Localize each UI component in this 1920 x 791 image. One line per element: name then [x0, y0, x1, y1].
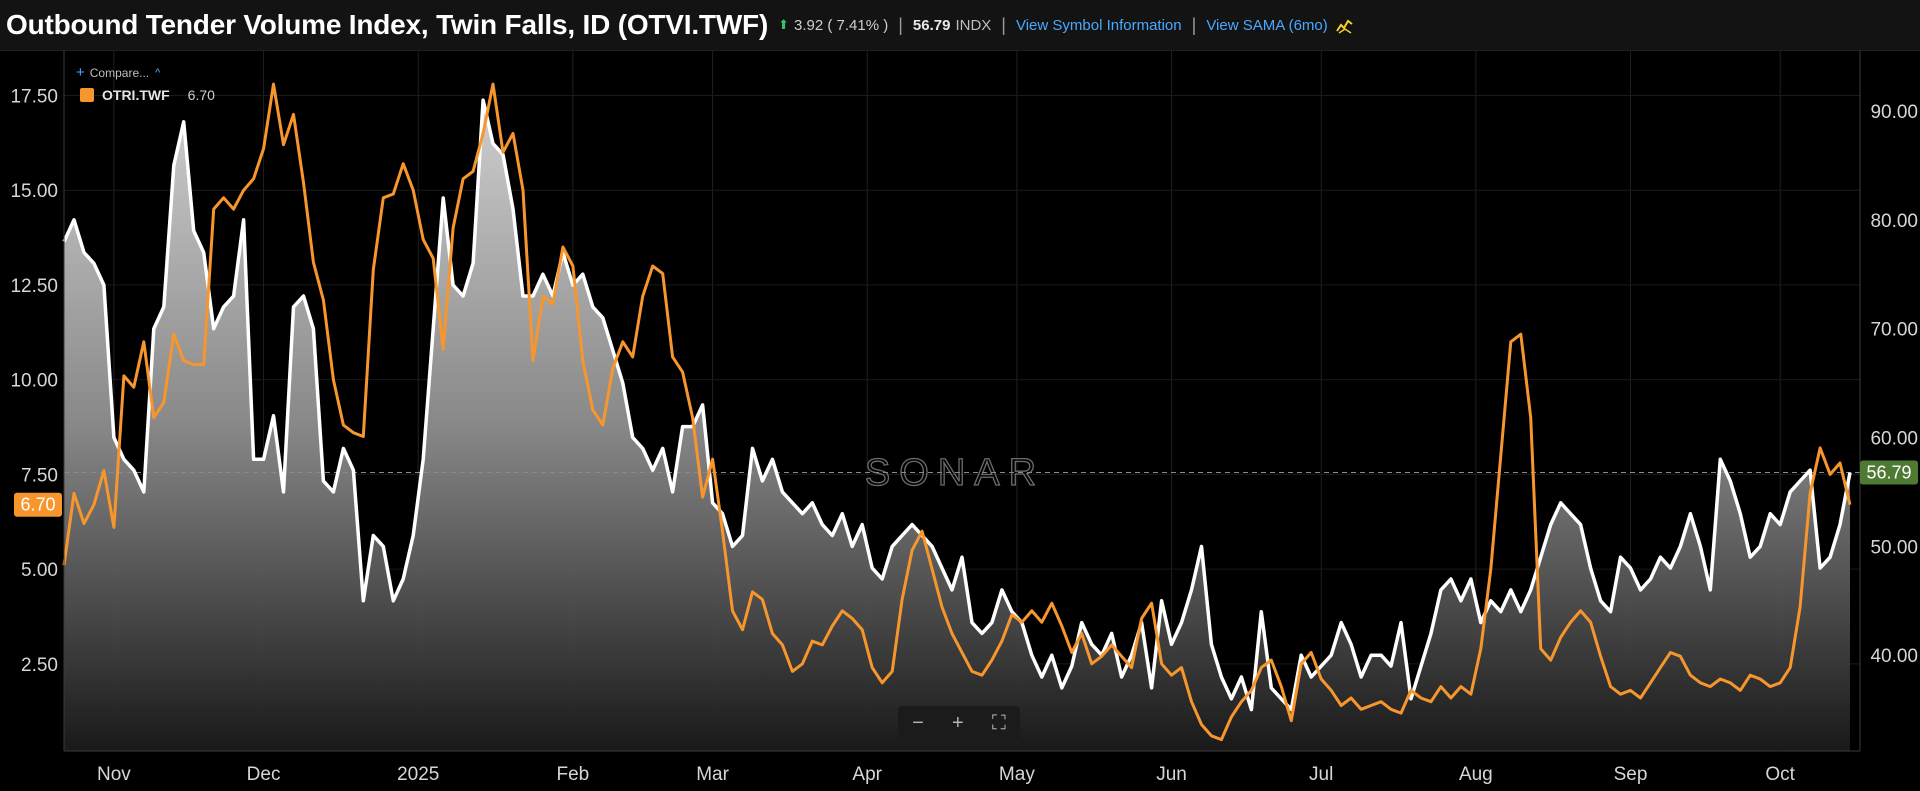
x-tick-label: Nov [97, 764, 131, 785]
fullscreen-button[interactable]: ⛶ [991, 711, 1006, 734]
right-tick-label: 50.00 [1870, 537, 1918, 558]
x-tick-label: Apr [852, 764, 882, 785]
legend[interactable]: OTRI.TWF 6.70 [80, 87, 215, 103]
x-tick-label: Aug [1459, 764, 1493, 785]
sama-chart-icon[interactable] [1335, 16, 1354, 34]
x-tick-label: Dec [247, 764, 281, 785]
divider: | [898, 14, 903, 35]
compare-button[interactable]: + Compare... ^ [76, 64, 160, 81]
right-tick-label: 80.00 [1870, 211, 1918, 232]
value-badge [14, 492, 62, 517]
unit-label: INDX [955, 16, 992, 34]
legend-swatch [80, 88, 94, 102]
otvi-series-line[interactable] [62, 98, 1852, 712]
left-tick-label: 2.50 [21, 655, 58, 676]
x-tick-label: Jun [1156, 764, 1187, 785]
last-value: 56.79 [912, 16, 951, 34]
right-tick-label: 40.00 [1870, 646, 1918, 667]
x-tick-label: Sep [1614, 764, 1648, 785]
view-sama-link[interactable]: View SAMA (6mo) [1206, 16, 1328, 34]
legend-series-value: 6.70 [187, 87, 215, 103]
x-tick-label: 2025 [397, 764, 439, 785]
zoom-out-button[interactable]: − [912, 711, 924, 734]
view-symbol-info-link[interactable]: View Symbol Information [1015, 16, 1182, 34]
divider: | [1191, 14, 1197, 35]
otri-series-line[interactable] [62, 82, 1852, 742]
right-tick-label: 90.00 [1870, 102, 1918, 123]
change-value: 3.92 ( 7.41% ) [794, 16, 889, 34]
up-arrow-icon: ⬆ [778, 17, 789, 32]
right-tick-label: 70.00 [1870, 320, 1918, 341]
compare-label: Compare... [89, 65, 150, 80]
legend-series-name: OTRI.TWF [102, 87, 170, 103]
left-tick-label: 10.00 [10, 371, 58, 392]
chevron-up-icon: ^ [155, 66, 161, 79]
x-tick-label: Oct [1765, 764, 1795, 785]
x-tick-label: Feb [556, 764, 589, 785]
x-tick-label: Mar [696, 764, 729, 785]
left-tick-label: 15.00 [10, 181, 58, 202]
left-tick-label: 5.00 [21, 560, 58, 581]
zoom-in-button[interactable]: + [951, 711, 964, 734]
price-change: ⬆ 3.92 ( 7.41% ) [778, 17, 888, 34]
header-bar: Outbound Tender Volume Index, Twin Falls… [0, 0, 1920, 51]
value-badge [1860, 460, 1918, 485]
value-badge-label: 6.70 [20, 495, 55, 515]
left-tick-label: 17.50 [10, 86, 58, 107]
right-tick-label: 60.00 [1870, 429, 1918, 450]
value-badge-label: 56.79 [1866, 462, 1911, 482]
page-title: Outbound Tender Volume Index, Twin Falls… [6, 9, 769, 40]
value-badges: 56.79 6.70 [14, 460, 1918, 517]
x-tick-label: May [999, 764, 1035, 785]
left-tick-label: 12.50 [10, 276, 58, 297]
chart-area[interactable]: SONAR Nov Dec 2025 Feb Mar Apr May Jun Jul Aug Sep… [0, 50, 1920, 791]
zoom-controls: − + ⛶ [898, 706, 1020, 740]
divider: | [1001, 14, 1006, 35]
x-tick-label: Jul [1309, 764, 1333, 785]
axis-ticks: Nov Dec 2025 Feb Mar Apr May Jun Jul Aug Sep Oct 2.5… [10, 86, 1918, 785]
otvi-area [64, 100, 1850, 752]
left-tick-label: 7.50 [21, 465, 58, 486]
plus-icon: + [76, 64, 85, 81]
